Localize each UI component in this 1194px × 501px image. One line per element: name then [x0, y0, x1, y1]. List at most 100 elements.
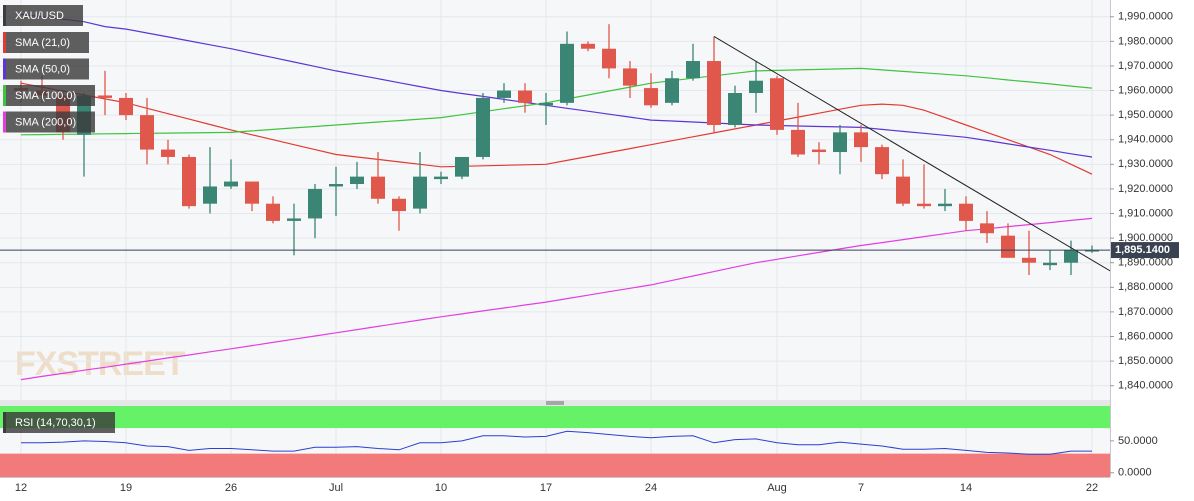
candle-body	[644, 88, 658, 106]
y-tick-label: 1,990.0000	[1118, 11, 1173, 23]
sma-line	[20, 82, 1093, 175]
candle-body	[203, 186, 217, 204]
trendline	[713, 36, 1110, 272]
x-tick-label: 14	[960, 482, 972, 494]
legend-box[interactable]	[3, 412, 115, 433]
candle-body	[833, 132, 847, 153]
pane-divider[interactable]	[0, 400, 1110, 406]
y-tick-label: 1,860.0000	[1118, 330, 1173, 342]
legend-label: SMA (50,0)	[15, 63, 70, 75]
candle-body	[245, 181, 259, 204]
candle-body	[581, 43, 595, 49]
sma-line	[20, 13, 1093, 158]
candle-body	[1022, 257, 1036, 263]
candle-body	[707, 61, 721, 125]
candle-body	[413, 176, 427, 209]
candle-body	[917, 203, 931, 207]
oversold-zone	[0, 453, 1110, 477]
legend-label: RSI (14,70,30,1)	[15, 417, 96, 429]
y-tick-label: 1,950.0000	[1118, 109, 1173, 121]
candle-body	[623, 68, 637, 86]
plot-background	[0, 0, 1110, 400]
candle-body	[308, 188, 322, 219]
x-tick-label: Jul	[329, 482, 343, 494]
sma-line	[20, 217, 1093, 381]
legend-label: XAU/USD	[15, 10, 64, 22]
last-price-label: 1,895.1400	[1115, 244, 1170, 256]
candle-body	[476, 97, 490, 157]
y-tick-label: 1,840.0000	[1118, 380, 1173, 392]
candle-body	[140, 115, 154, 150]
legend-label: SMA (21,0)	[15, 37, 70, 49]
candle-body	[455, 156, 469, 177]
candle-body	[287, 218, 301, 221]
candle-body	[434, 176, 448, 180]
candle-body	[812, 149, 826, 153]
candle-body	[224, 181, 238, 187]
y-tick-label: 1,980.0000	[1118, 35, 1173, 47]
legend-box[interactable]	[3, 5, 83, 26]
y-tick-label: 1,890.0000	[1118, 257, 1173, 269]
candle-body	[854, 132, 868, 148]
legend-swatch	[3, 111, 6, 133]
x-tick-label: 26	[225, 482, 237, 494]
y-tick-label: 1,920.0000	[1118, 183, 1173, 195]
legend-box[interactable]	[3, 58, 89, 80]
candle-body	[560, 43, 574, 103]
x-tick-label: 19	[120, 482, 132, 494]
overbought-zone	[0, 406, 1110, 429]
candle-body	[329, 184, 343, 187]
y-tick-label: 1,910.0000	[1118, 207, 1173, 219]
legend-swatch	[3, 58, 6, 80]
legend-label: SMA (200,0)	[15, 116, 76, 128]
candle-body	[686, 61, 700, 79]
candle-body	[938, 203, 952, 207]
candle-body	[602, 48, 616, 69]
candle-body	[182, 156, 196, 207]
candle-body	[980, 223, 994, 234]
y-tick-label: 1,870.0000	[1118, 306, 1173, 318]
last-price-box	[1111, 242, 1179, 259]
candle-body	[959, 203, 973, 221]
y-tick-label: 0.0000	[1118, 467, 1152, 479]
x-tick-label: 10	[435, 482, 447, 494]
candle-body	[791, 129, 805, 155]
x-tick-label: 24	[645, 482, 657, 494]
candle-body	[161, 149, 175, 157]
legend-box[interactable]	[3, 111, 95, 133]
candle-body	[119, 97, 133, 116]
candle-body	[665, 78, 679, 103]
legend: XAU/USD SMA (21,0) SMA (50,0) SMA (100,0) SM…	[3, 5, 115, 433]
candle-body	[749, 80, 763, 94]
legend-swatch	[3, 412, 6, 433]
candle-body	[728, 93, 742, 125]
candle-body	[1064, 250, 1078, 263]
candle-body	[350, 176, 364, 185]
y-tick-label: 1,900.0000	[1118, 232, 1173, 244]
candle-body	[896, 176, 910, 204]
y-tick-label: 1,930.0000	[1118, 158, 1173, 170]
x-tick-label: 7	[858, 482, 864, 494]
candle-body	[497, 90, 511, 98]
y-tick-label: 1,880.0000	[1118, 281, 1173, 293]
sma-line	[20, 67, 1093, 136]
x-tick-label: 17	[540, 482, 552, 494]
legend-box[interactable]	[3, 32, 89, 53]
watermark: FXSTREET	[15, 345, 186, 383]
candle-body	[371, 176, 385, 199]
y-tick-label: 50.0000	[1118, 435, 1158, 447]
y-tick-label: 1,970.0000	[1118, 60, 1173, 72]
candle-body	[1085, 250, 1099, 252]
candle-body	[875, 147, 889, 175]
legend-box[interactable]	[3, 85, 95, 106]
candle-body	[266, 203, 280, 221]
axes: 1,840.0000 1,850.0000 1,860.0000 1,870.0000…	[15, 11, 1179, 494]
candle-body	[98, 95, 112, 98]
x-tick-label: Aug	[767, 482, 787, 494]
y-tick-label: 1,940.0000	[1118, 134, 1173, 146]
x-tick-label: 12	[15, 482, 27, 494]
candle-body	[1001, 235, 1015, 258]
legend-swatch	[3, 32, 6, 53]
